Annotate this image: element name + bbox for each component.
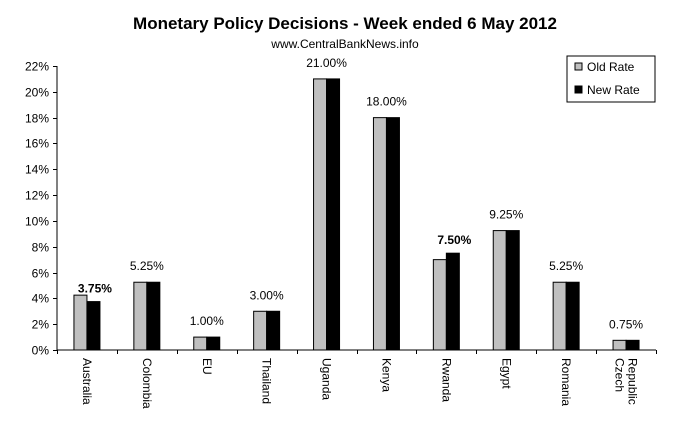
category-label: Kenya bbox=[379, 358, 393, 392]
bar-new-rate bbox=[385, 117, 400, 351]
data-label: 7.50% bbox=[437, 233, 471, 247]
category-label: Republic bbox=[626, 358, 640, 405]
category-label-group: Romania bbox=[559, 358, 573, 406]
bar-new-rate bbox=[266, 310, 281, 351]
bar-old-rate bbox=[612, 339, 627, 351]
legend-swatch-old-rate bbox=[574, 62, 583, 71]
y-tick-label: 2% bbox=[32, 318, 50, 332]
y-tick-label: 0% bbox=[32, 344, 50, 358]
y-tick-label: 8% bbox=[32, 241, 50, 255]
category-label: Rwanda bbox=[439, 358, 453, 402]
category-label: Uganda bbox=[320, 358, 334, 400]
y-tick-label: 22% bbox=[25, 60, 49, 74]
category-label: Australia bbox=[80, 358, 94, 405]
legend-label-new-rate: New Rate bbox=[587, 83, 640, 97]
legend-swatch-new-rate bbox=[574, 85, 583, 94]
bar-new-rate bbox=[505, 230, 520, 351]
y-tick-label: 20% bbox=[25, 86, 49, 100]
bar-new-rate bbox=[206, 336, 221, 351]
y-tick-label: 16% bbox=[25, 137, 49, 151]
bar-old-rate bbox=[313, 78, 328, 351]
chart-title: Monetary Policy Decisions - Week ended 6… bbox=[133, 14, 557, 33]
bar-old-rate bbox=[73, 294, 88, 351]
bar-old-rate bbox=[492, 230, 507, 351]
y-tick-label: 12% bbox=[25, 189, 49, 203]
bar-old-rate bbox=[552, 281, 567, 351]
category-label: Czech bbox=[613, 358, 627, 392]
data-labels-group: 3.75% 5.25% 1.00% 3.00% 21.00% 18.00% 7.50% 9.2… bbox=[78, 56, 643, 331]
y-tick-label: 14% bbox=[25, 163, 49, 177]
data-label: 1.00% bbox=[190, 314, 224, 328]
chart-subtitle: www.CentralBankNews.info bbox=[270, 37, 419, 51]
bar-old-rate bbox=[372, 117, 387, 351]
bar-new-rate bbox=[445, 252, 460, 351]
y-tick-label: 10% bbox=[25, 215, 49, 229]
category-label-group: Colombia bbox=[140, 358, 154, 409]
bar-old-rate bbox=[133, 281, 148, 351]
category-label: Colombia bbox=[140, 358, 154, 409]
y-tick-label: 4% bbox=[32, 292, 50, 306]
data-label: 5.25% bbox=[130, 259, 164, 273]
bar-new-rate bbox=[86, 301, 101, 351]
data-label: 18.00% bbox=[366, 95, 407, 109]
legend-label-old-rate: Old Rate bbox=[587, 60, 635, 74]
data-label: 21.00% bbox=[306, 56, 347, 70]
data-label: 9.25% bbox=[489, 208, 523, 222]
bar-old-rate bbox=[432, 259, 447, 351]
category-label: EU bbox=[200, 358, 214, 375]
category-label-group: Egypt bbox=[499, 358, 513, 389]
data-label: 0.75% bbox=[609, 317, 643, 331]
category-label-group: Uganda bbox=[320, 358, 334, 400]
bar-old-rate bbox=[253, 310, 268, 351]
bar-new-rate bbox=[565, 281, 580, 351]
bar-new-rate bbox=[326, 78, 341, 351]
axes: 0% 2% 4% 6% 8% 10% 12% 14% 16% 18% 20% 22% bbox=[25, 60, 657, 358]
category-labels-group: Australia Colombia EU Thailand Uganda Kenya Rw… bbox=[80, 358, 640, 409]
legend: Old Rate New Rate bbox=[566, 55, 656, 103]
bars-group bbox=[73, 78, 640, 351]
data-label: 5.25% bbox=[549, 259, 583, 273]
data-label: 3.75% bbox=[78, 282, 112, 296]
bar-old-rate bbox=[193, 336, 208, 351]
category-label-group: Rwanda bbox=[439, 358, 453, 402]
category-label-group: Thailand bbox=[260, 358, 274, 404]
category-label-group: Australia bbox=[80, 358, 94, 405]
category-label: Thailand bbox=[260, 358, 274, 404]
y-tick-label: 6% bbox=[32, 267, 50, 281]
category-label: Romania bbox=[559, 358, 573, 406]
category-label-group: Czech Republic bbox=[613, 358, 640, 405]
data-label: 3.00% bbox=[250, 288, 284, 302]
category-label-group: Kenya bbox=[379, 358, 393, 392]
bar-new-rate bbox=[625, 339, 640, 351]
category-label: Egypt bbox=[499, 358, 513, 389]
y-tick-label: 18% bbox=[25, 112, 49, 126]
bar-new-rate bbox=[146, 281, 161, 351]
category-label-group: EU bbox=[200, 358, 214, 375]
